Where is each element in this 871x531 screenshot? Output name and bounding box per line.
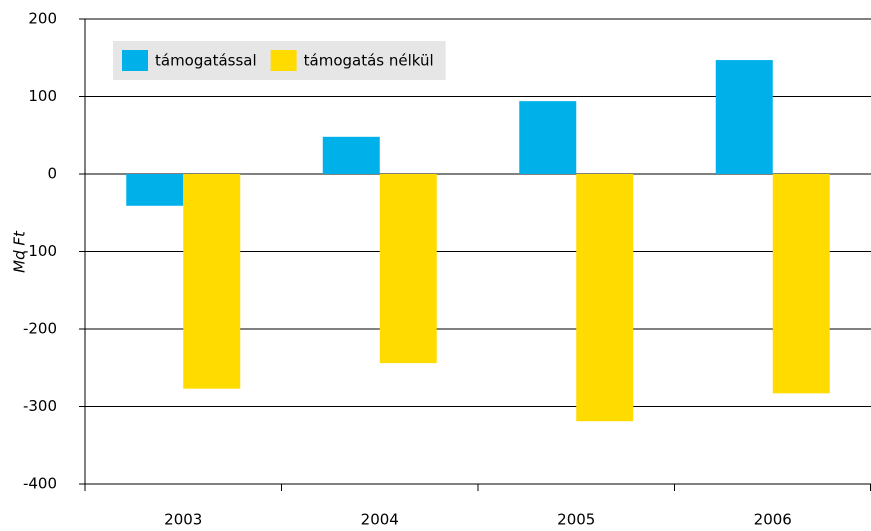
bar: [322, 136, 380, 174]
legend-swatch: [122, 50, 148, 71]
y-tick-label: -400: [23, 475, 57, 493]
x-tick-label: 2003: [164, 511, 202, 529]
x-tick-label: 2004: [361, 511, 399, 529]
legend-label: támogatás nélkül: [304, 52, 434, 70]
y-tick-label: -300: [23, 397, 57, 415]
y-axis-label: Md Ft: [11, 230, 29, 273]
y-tick-label: 200: [28, 10, 57, 28]
y-tick-label: -100: [23, 242, 57, 260]
bar: [576, 174, 634, 422]
y-tick-label: 100: [28, 87, 57, 105]
x-tick-label: 2006: [754, 511, 792, 529]
bar: [715, 60, 773, 175]
y-tick-label: 0: [47, 165, 57, 183]
y-tick-label: -200: [23, 320, 57, 338]
bar: [126, 174, 184, 206]
x-tick-label: 2005: [557, 511, 595, 529]
bar: [379, 174, 437, 364]
bar: [519, 101, 577, 174]
legend-swatch: [270, 50, 297, 71]
legend-label: támogatással: [155, 52, 257, 70]
bar: [772, 174, 830, 394]
bar: [183, 174, 241, 389]
